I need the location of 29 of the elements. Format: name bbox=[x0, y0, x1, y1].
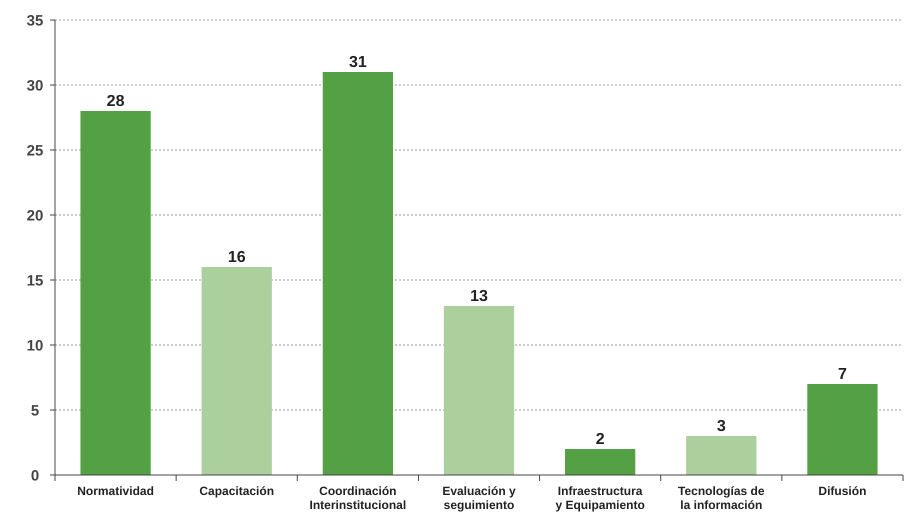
y-tick-label: 0 bbox=[30, 467, 40, 484]
data-label: 3 bbox=[716, 418, 726, 435]
bar bbox=[444, 306, 514, 475]
x-tick-label: Capacitación bbox=[199, 484, 274, 498]
y-tick-label: 10 bbox=[26, 337, 44, 354]
y-tick-label: 35 bbox=[26, 12, 44, 30]
y-tick-label: 30 bbox=[26, 77, 44, 94]
data-label: 28 bbox=[106, 93, 125, 110]
x-tick-label: Difusión bbox=[818, 484, 866, 498]
x-tick-label: Evaluación y seguimiento bbox=[442, 484, 516, 512]
data-label: 31 bbox=[348, 54, 367, 71]
y-tick-label: 5 bbox=[30, 402, 40, 420]
x-tick-label: Tecnologías de la información bbox=[678, 484, 765, 512]
bar bbox=[80, 111, 151, 475]
x-tick-label: Infraestructura y Equipamiento bbox=[555, 484, 645, 512]
y-tick-label: 20 bbox=[26, 207, 44, 224]
bar bbox=[686, 436, 756, 475]
bar bbox=[202, 267, 272, 475]
data-label: 16 bbox=[228, 249, 246, 266]
x-tick-label: Coordinación Interinstitucional bbox=[310, 484, 406, 512]
y-tick-label: 15 bbox=[26, 272, 44, 290]
data-label: 7 bbox=[838, 366, 847, 383]
data-label: 2 bbox=[596, 431, 605, 448]
y-tick-label: 25 bbox=[26, 142, 44, 160]
bar bbox=[565, 449, 636, 475]
bar bbox=[807, 384, 878, 475]
data-label: 13 bbox=[470, 288, 488, 305]
bar bbox=[322, 72, 393, 475]
x-tick-label: Normatividad bbox=[77, 484, 154, 498]
